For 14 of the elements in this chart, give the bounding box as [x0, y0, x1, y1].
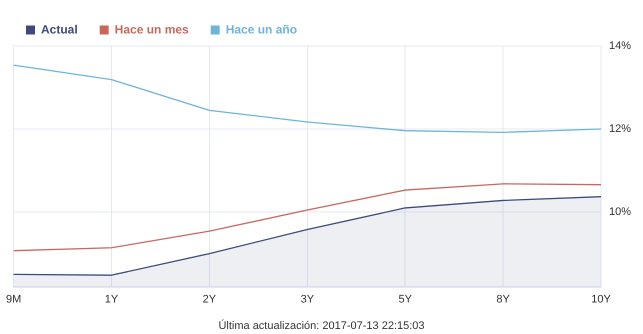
y-tick-label: 10%	[608, 206, 632, 218]
x-tick-label: 9M	[6, 293, 22, 306]
y-tick-label: 14%	[608, 40, 632, 52]
x-tick-label: 5Y	[398, 293, 413, 306]
text: Última actualización: 2017-07-13 22:15:03	[218, 319, 425, 332]
legend-label: Hace un año	[226, 22, 298, 36]
x-tick-label: 1Y	[104, 293, 119, 306]
x-tick-label: 8Y	[496, 293, 510, 306]
legend-label: Actual	[41, 22, 78, 36]
x-tick-label: 3Y	[300, 293, 315, 306]
legend-label: Hace un mes	[114, 22, 190, 36]
y-tick-label: 12%	[608, 123, 632, 136]
x-tick-label: 2Y	[202, 293, 217, 306]
x-tick-label: 10Y	[591, 293, 612, 306]
